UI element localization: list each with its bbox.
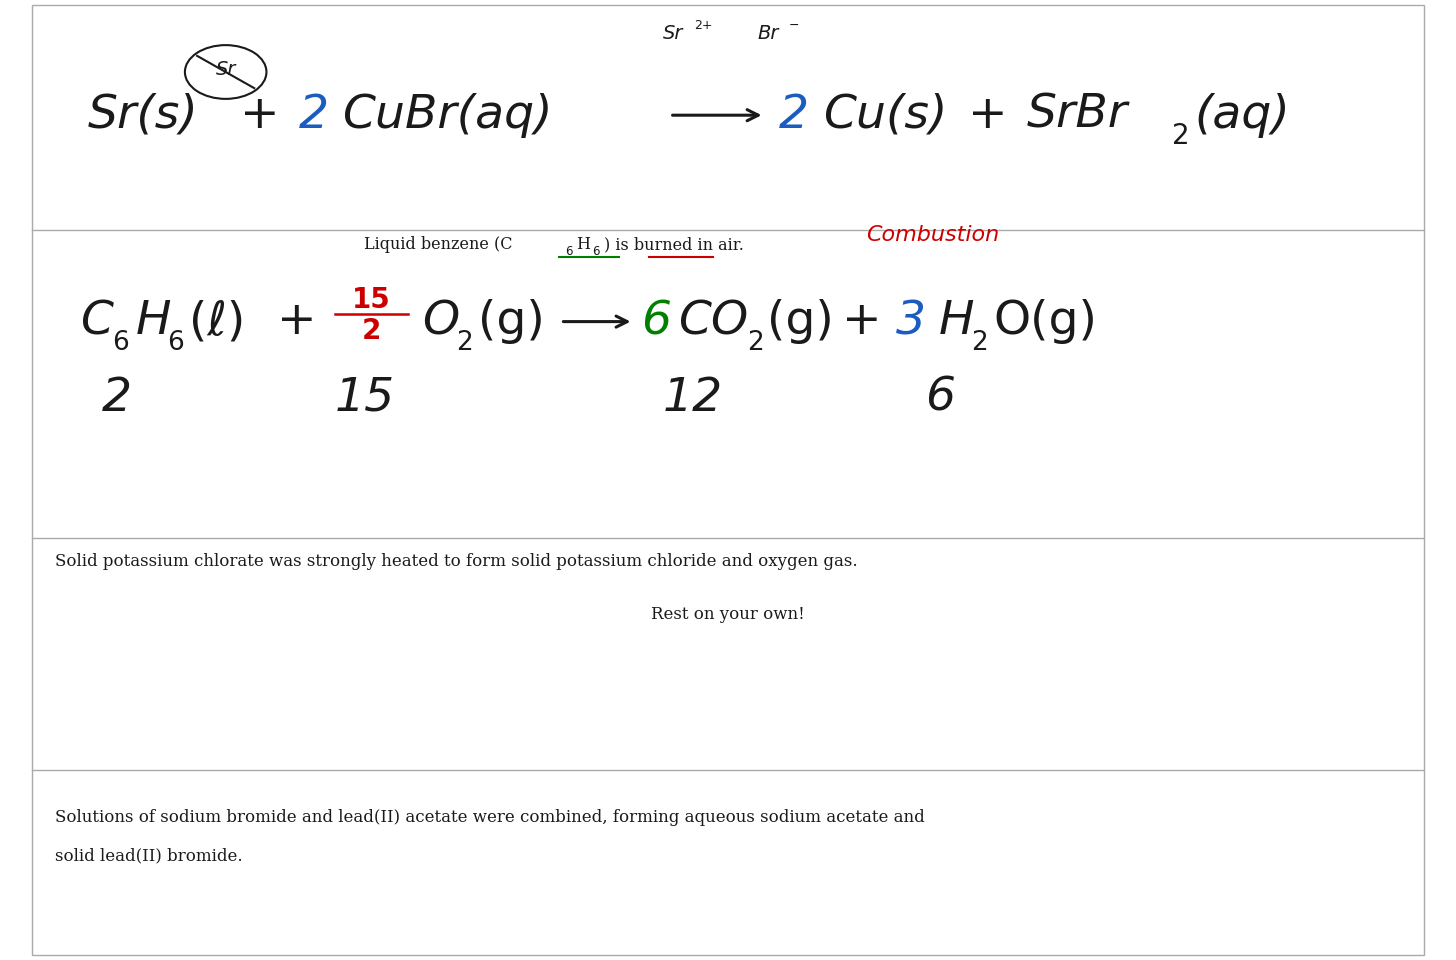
FancyBboxPatch shape: [32, 5, 1424, 955]
Text: 3: 3: [895, 300, 926, 344]
Text: SrBr: SrBr: [1026, 93, 1127, 137]
Text: Combustion: Combustion: [866, 226, 1000, 245]
Text: 2: 2: [971, 329, 989, 356]
Text: ) is burned in air.: ) is burned in air.: [604, 236, 744, 253]
Text: 6: 6: [112, 329, 130, 356]
Text: +: +: [968, 93, 1008, 137]
Text: 15: 15: [352, 286, 390, 315]
Text: H: H: [577, 236, 591, 253]
Text: 2: 2: [102, 376, 132, 420]
Text: CuBr(aq): CuBr(aq): [342, 93, 553, 137]
Text: +: +: [842, 300, 881, 344]
Text: 2: 2: [779, 93, 810, 137]
Text: Liquid benzene (C: Liquid benzene (C: [364, 236, 513, 253]
Text: H: H: [135, 300, 170, 344]
Text: solid lead(II) bromide.: solid lead(II) bromide.: [55, 848, 243, 865]
Text: 6: 6: [565, 245, 572, 258]
Text: Solid potassium chlorate was strongly heated to form solid potassium chloride an: Solid potassium chlorate was strongly he…: [55, 553, 858, 570]
Text: +: +: [240, 93, 280, 137]
Text: (aq): (aq): [1194, 93, 1290, 137]
Text: 6: 6: [641, 300, 671, 344]
Text: Sr: Sr: [215, 60, 236, 79]
Text: −: −: [789, 19, 799, 33]
Text: 2+: 2+: [695, 19, 713, 33]
Text: CO: CO: [678, 300, 748, 344]
Text: Sr(s): Sr(s): [87, 93, 198, 137]
Text: O: O: [422, 300, 460, 344]
Text: 2: 2: [1172, 122, 1190, 151]
Text: 12: 12: [662, 376, 722, 420]
Text: 6: 6: [167, 329, 185, 356]
Text: (ℓ): (ℓ): [189, 300, 246, 344]
Text: C: C: [80, 300, 114, 344]
Text: O(g): O(g): [993, 300, 1096, 344]
Text: 2: 2: [298, 93, 329, 137]
Text: (g): (g): [767, 300, 834, 344]
Text: 15: 15: [335, 376, 395, 420]
Text: H: H: [939, 300, 974, 344]
Text: Sr: Sr: [662, 24, 683, 43]
Circle shape: [185, 45, 266, 99]
Text: Cu(s): Cu(s): [823, 93, 946, 137]
Text: +: +: [277, 300, 316, 344]
Text: Rest on your own!: Rest on your own!: [651, 606, 805, 623]
Text: 2: 2: [456, 329, 473, 356]
Text: 2: 2: [361, 317, 381, 346]
Text: 2: 2: [747, 329, 764, 356]
Text: Br: Br: [757, 24, 779, 43]
Text: 6: 6: [593, 245, 600, 258]
Text: Solutions of sodium bromide and lead(II) acetate were combined, forming aqueous : Solutions of sodium bromide and lead(II)…: [55, 809, 925, 827]
Text: (g): (g): [478, 300, 545, 344]
Text: 6: 6: [925, 376, 955, 420]
